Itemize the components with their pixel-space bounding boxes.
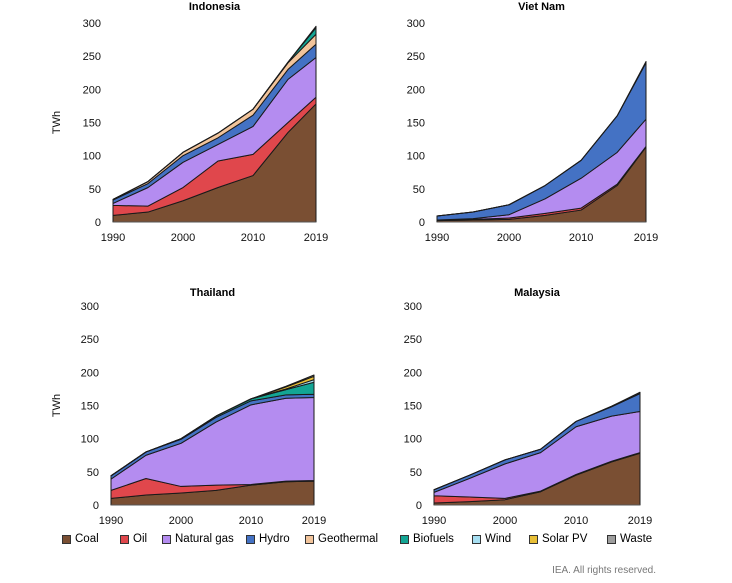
credit-text: IEA. All rights reserved.: [552, 565, 656, 576]
x-tick-label: 2000: [493, 515, 517, 527]
area-thailand-gas: [110, 397, 315, 491]
y-tick-label: 0: [95, 217, 101, 229]
y-tick-label: 50: [87, 467, 99, 479]
legend-item-gas: Natural gas: [162, 533, 234, 545]
legend-label: Natural gas: [175, 533, 234, 545]
y-tick-label: 300: [407, 18, 425, 30]
y-tick-label: 150: [83, 118, 101, 130]
y-tick-label: 0: [93, 500, 99, 512]
legend-item-solar: Solar PV: [529, 533, 587, 545]
legend-item-geo: Geothermal: [305, 533, 378, 545]
chart-title: Viet Nam: [518, 1, 565, 13]
chart-panel-malaysia: 0 50 100 150 200 250 300 1990 2000 2010 2019 Malays…: [404, 287, 653, 527]
x-tick-label: 2000: [497, 232, 521, 244]
legend-label: Hydro: [259, 533, 290, 545]
x-tick-label: 1990: [99, 515, 123, 527]
y-tick-label: 150: [81, 401, 99, 413]
legend-swatch: [472, 534, 481, 544]
legend-swatch: [246, 534, 255, 544]
chart-panel-thailand: 0 50 100 150 200 250 300 1990 2000 2010 2019 Thaila…: [51, 287, 326, 527]
legend-item-hydro: Hydro: [246, 533, 290, 545]
legend-label: Oil: [133, 533, 148, 545]
x-tick-label: 2019: [302, 515, 326, 527]
y-tick-label: 250: [83, 51, 101, 63]
x-tick-label: 2019: [628, 515, 652, 527]
x-tick-label: 2019: [304, 232, 328, 244]
area-indonesia-solar: [112, 25, 317, 200]
x-tick-label: 2010: [564, 515, 588, 527]
y-tick-label: 200: [83, 84, 101, 96]
chart-legend: Coal Oil Natural gas Hydro Geothermal Biofuel…: [0, 533, 732, 555]
y-tick-label: 50: [89, 184, 101, 196]
x-tick-label: 2010: [241, 232, 265, 244]
y-tick-label: 0: [416, 500, 422, 512]
y-tick-label: 200: [404, 367, 422, 379]
y-axis-label: TWh: [51, 111, 63, 134]
y-tick-label: 150: [404, 401, 422, 413]
legend-label: Biofuels: [413, 533, 454, 545]
legend-swatch: [400, 534, 409, 544]
y-tick-label: 300: [81, 301, 99, 313]
legend-swatch: [62, 534, 71, 544]
legend-item-oil: Oil: [120, 533, 147, 545]
legend-item-coal: Coal: [62, 533, 99, 545]
y-tick-label: 100: [407, 151, 425, 163]
chart-panel-viet-nam: 0 50 100 150 200 250 300 1990 2000 2010 2019 Viet N…: [407, 1, 659, 244]
x-tick-label: 1990: [422, 515, 446, 527]
chart-panel-indonesia: 0 50 100 150 200 250 300 1990 2000 2010 2019 Indone…: [51, 1, 328, 244]
legend-swatch: [607, 534, 616, 544]
legend-label: Solar PV: [542, 533, 588, 545]
x-tick-label: 2010: [569, 232, 593, 244]
legend-swatch: [120, 534, 129, 544]
x-tick-label: 2010: [239, 515, 263, 527]
chart-title: Malaysia: [514, 287, 561, 299]
area-malaysia-solar: [433, 391, 641, 491]
area-thailand-waste: [110, 374, 315, 477]
legend-item-waste: Waste: [607, 533, 652, 545]
legend-swatch: [305, 534, 314, 544]
legend-label: Coal: [75, 533, 99, 545]
chart-title: Indonesia: [189, 1, 241, 13]
legend-swatch: [529, 534, 538, 544]
y-tick-label: 250: [404, 334, 422, 346]
chart-title: Thailand: [190, 287, 235, 299]
x-tick-label: 1990: [425, 232, 449, 244]
y-tick-label: 0: [419, 217, 425, 229]
y-tick-label: 300: [404, 301, 422, 313]
y-tick-label: 200: [81, 367, 99, 379]
area-viet-nam-solar: [436, 60, 647, 217]
y-tick-label: 50: [410, 467, 422, 479]
x-tick-label: 2000: [171, 232, 195, 244]
legend-label: Geothermal: [318, 533, 379, 545]
y-tick-label: 250: [81, 334, 99, 346]
legend-swatch: [162, 534, 171, 544]
legend-label: Wind: [485, 533, 512, 545]
x-tick-label: 2000: [169, 515, 193, 527]
legend-item-wind: Wind: [472, 533, 511, 545]
y-tick-label: 100: [404, 434, 422, 446]
y-tick-label: 200: [407, 84, 425, 96]
y-tick-label: 250: [407, 51, 425, 63]
legend-item-bio: Biofuels: [400, 533, 454, 545]
y-tick-label: 150: [407, 118, 425, 130]
legend-label: Waste: [620, 533, 653, 545]
x-tick-label: 1990: [101, 232, 125, 244]
y-tick-label: 100: [81, 434, 99, 446]
y-tick-label: 100: [83, 151, 101, 163]
y-tick-label: 50: [413, 184, 425, 196]
y-tick-label: 300: [83, 18, 101, 30]
x-tick-label: 2019: [634, 232, 658, 244]
y-axis-label: TWh: [51, 394, 63, 417]
